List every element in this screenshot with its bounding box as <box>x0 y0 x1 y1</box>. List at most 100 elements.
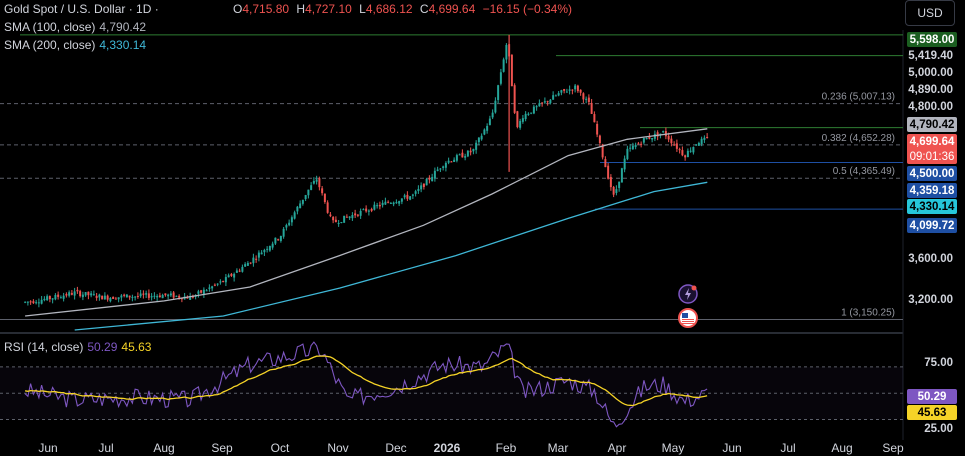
x-axis-label-aug: Aug <box>831 441 852 455</box>
candle-body <box>112 296 115 299</box>
candle-body <box>530 112 533 114</box>
candle-body <box>648 136 651 139</box>
currency-button[interactable]: USD <box>905 0 955 26</box>
candle-body <box>458 154 461 156</box>
candle-body <box>607 165 610 179</box>
candle-body <box>554 95 557 97</box>
tick-4800: 4,800.00 <box>908 101 953 113</box>
candle-body <box>381 202 384 206</box>
candle-body <box>337 223 340 225</box>
candle-body <box>637 143 640 145</box>
candle-body <box>406 194 409 199</box>
candle-body <box>106 295 109 300</box>
candle-body <box>48 296 51 300</box>
candle-body <box>431 177 434 182</box>
candle-body <box>692 147 695 153</box>
sma100-legend[interactable]: SMA (100, close) 4,790.42 <box>4 20 147 34</box>
candle-body <box>516 111 519 128</box>
sma200-legend[interactable]: SMA (200, close) 4,330.14 <box>4 38 147 52</box>
candle-body <box>453 159 456 163</box>
rsi-legend[interactable]: RSI (14, close) 50.29 45.63 <box>4 340 152 354</box>
candle-body <box>26 301 29 303</box>
x-axis-label-oct: Oct <box>271 441 290 455</box>
candle-body <box>65 294 68 296</box>
candle-body <box>128 295 131 298</box>
candle-body <box>51 298 54 300</box>
candle-body <box>249 262 252 264</box>
candle-body <box>304 195 307 200</box>
us-flag-stripe-icon <box>682 323 694 324</box>
candle-body <box>615 189 618 193</box>
candle-body <box>392 202 395 205</box>
candle-body <box>505 44 508 60</box>
candle-body <box>279 236 282 241</box>
candle-body <box>582 93 585 100</box>
candle-body <box>131 296 134 298</box>
candle-body <box>340 222 343 224</box>
candle-body <box>601 144 604 158</box>
candle-body <box>117 297 120 300</box>
candle-body <box>420 185 423 190</box>
candle-body <box>326 202 329 213</box>
candle-body <box>172 292 175 298</box>
candle-body <box>296 206 299 212</box>
candle-body <box>59 297 62 299</box>
candle-body <box>499 72 502 84</box>
candle-body <box>563 89 566 91</box>
candle-body <box>670 138 673 144</box>
candle-body <box>488 118 491 125</box>
candle-body <box>178 295 181 298</box>
candle-body <box>442 166 445 168</box>
candle-body <box>695 144 698 146</box>
candle-body <box>362 209 365 211</box>
candle-body <box>527 113 530 115</box>
candle-body <box>288 222 291 226</box>
us-flag-stripe-icon <box>682 321 694 322</box>
candle-body <box>538 103 541 107</box>
candle-body <box>277 239 280 241</box>
candle-body <box>541 102 544 104</box>
candle-body <box>216 283 219 285</box>
fib-label-1: 1 (3,150.25) <box>841 308 895 319</box>
candle-body <box>673 144 676 146</box>
candle-body <box>81 294 84 298</box>
candle-body <box>546 101 549 103</box>
candle-body <box>560 90 563 93</box>
x-axis-label-sep: Sep <box>882 441 904 455</box>
candle-body <box>686 150 689 158</box>
candle-body <box>612 186 615 195</box>
candle-body <box>62 295 65 299</box>
candle-body <box>543 101 546 103</box>
candle-body <box>557 93 560 96</box>
candle-body <box>524 113 527 120</box>
us-flag-stripe-icon <box>682 319 694 320</box>
candle-body <box>700 138 703 145</box>
candle-body <box>510 54 513 87</box>
candle-body <box>109 297 112 302</box>
tag-5598: 5,598.00 <box>907 32 957 47</box>
candle-body <box>345 216 348 218</box>
candle-body <box>417 188 420 191</box>
candle-body <box>590 103 593 114</box>
x-axis-label-jun: Jun <box>38 441 57 455</box>
candle-body <box>348 216 351 218</box>
candle-body <box>513 85 516 113</box>
candle-body <box>604 159 607 168</box>
candle-body <box>266 248 269 250</box>
candle-body <box>134 296 137 298</box>
candle-body <box>552 95 555 100</box>
us-flag-canton-icon <box>682 313 688 318</box>
symbol-title[interactable]: Gold Spot / U.S. Dollar · 1D · <box>4 2 159 16</box>
candle-body <box>403 195 406 198</box>
candle-body <box>675 143 678 149</box>
tag-sma200: 4,330.14 <box>907 199 957 214</box>
candle-body <box>158 295 161 298</box>
candle-body <box>469 150 472 153</box>
candle-body <box>120 295 123 298</box>
candle-body <box>497 85 500 100</box>
candle-body <box>414 191 417 194</box>
candle-body <box>365 208 368 212</box>
candle-body <box>268 246 271 251</box>
candle-body <box>354 213 357 216</box>
